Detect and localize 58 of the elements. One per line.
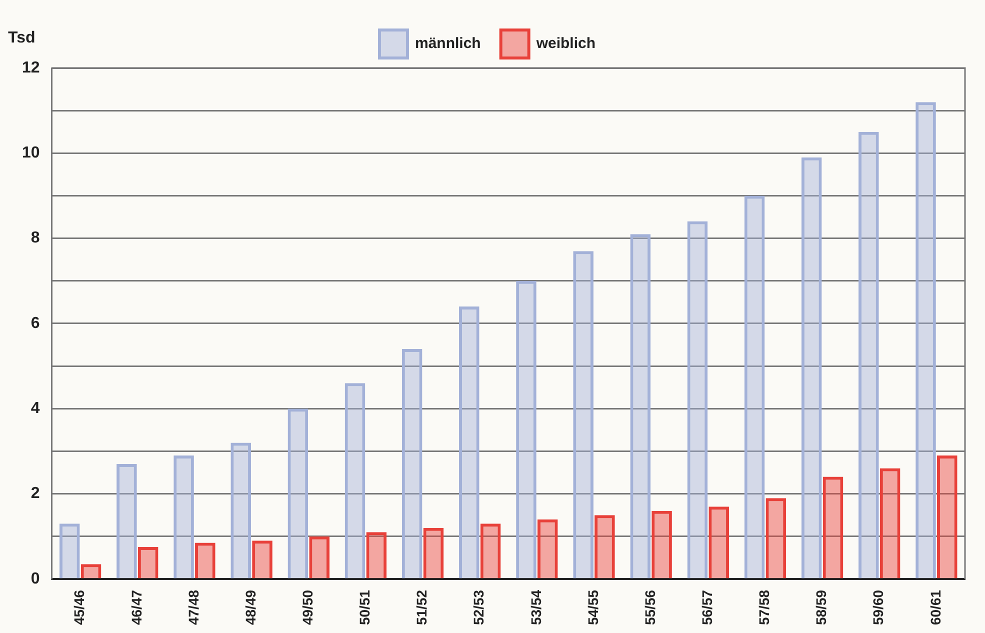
legend-label: männlich	[414, 35, 481, 52]
bar	[573, 251, 594, 578]
y-tick-label: 0	[30, 570, 40, 588]
bar	[801, 157, 822, 578]
bar	[630, 234, 651, 578]
x-tick-label: 51/52	[414, 590, 430, 626]
x-tick-label: 57/58	[756, 590, 772, 626]
bar	[458, 306, 480, 578]
bar	[916, 102, 936, 578]
bar	[195, 542, 216, 578]
bar	[687, 221, 708, 578]
x-tick-label: 54/55	[584, 590, 601, 626]
bar	[480, 524, 501, 578]
bar	[138, 547, 158, 578]
y-tick-label: 4	[30, 400, 40, 418]
bar	[230, 442, 252, 578]
x-tick-label: 45/46	[71, 590, 88, 626]
bar	[344, 383, 366, 578]
bar	[708, 506, 730, 578]
bar	[652, 510, 672, 578]
y-tick-label: 10	[22, 144, 40, 162]
bar	[174, 455, 194, 578]
bar	[252, 540, 272, 578]
bar	[423, 528, 444, 578]
y-tick-label: 6	[30, 314, 40, 332]
bar	[402, 349, 422, 578]
x-tick-label: 47/48	[185, 590, 202, 626]
x-tick-label: 52/53	[470, 590, 487, 626]
x-tick-label: 55/56	[642, 590, 658, 626]
bar	[516, 280, 536, 578]
bar	[744, 196, 765, 578]
legend-label: weiblich	[535, 35, 596, 52]
y-axis-title: Tsd	[8, 29, 36, 46]
bar	[366, 532, 387, 578]
x-tick-label: 56/57	[699, 590, 716, 626]
y-tick-label: 2	[30, 485, 40, 502]
bar	[880, 468, 900, 578]
x-tick-label: 49/50	[299, 590, 316, 626]
bar	[59, 524, 80, 578]
x-tick-label: 58/59	[813, 590, 830, 626]
bar	[822, 476, 844, 578]
bar	[309, 536, 330, 578]
x-tick-label: 50/51	[356, 590, 373, 626]
bar	[594, 515, 615, 578]
y-tick-label: 12	[22, 59, 40, 76]
x-tick-label: 59/60	[870, 590, 886, 626]
bar	[80, 564, 102, 578]
y-tick-label: 8	[30, 230, 40, 247]
x-tick-label: 46/47	[128, 590, 144, 626]
bar	[537, 519, 558, 578]
bar	[937, 455, 958, 578]
x-tick-label: 60/61	[927, 590, 944, 626]
x-tick-label: 48/49	[242, 590, 258, 626]
bar	[116, 464, 137, 578]
x-tick-label: 53/54	[528, 590, 544, 626]
bar	[288, 408, 308, 578]
bar	[766, 498, 786, 578]
bar	[858, 132, 879, 578]
